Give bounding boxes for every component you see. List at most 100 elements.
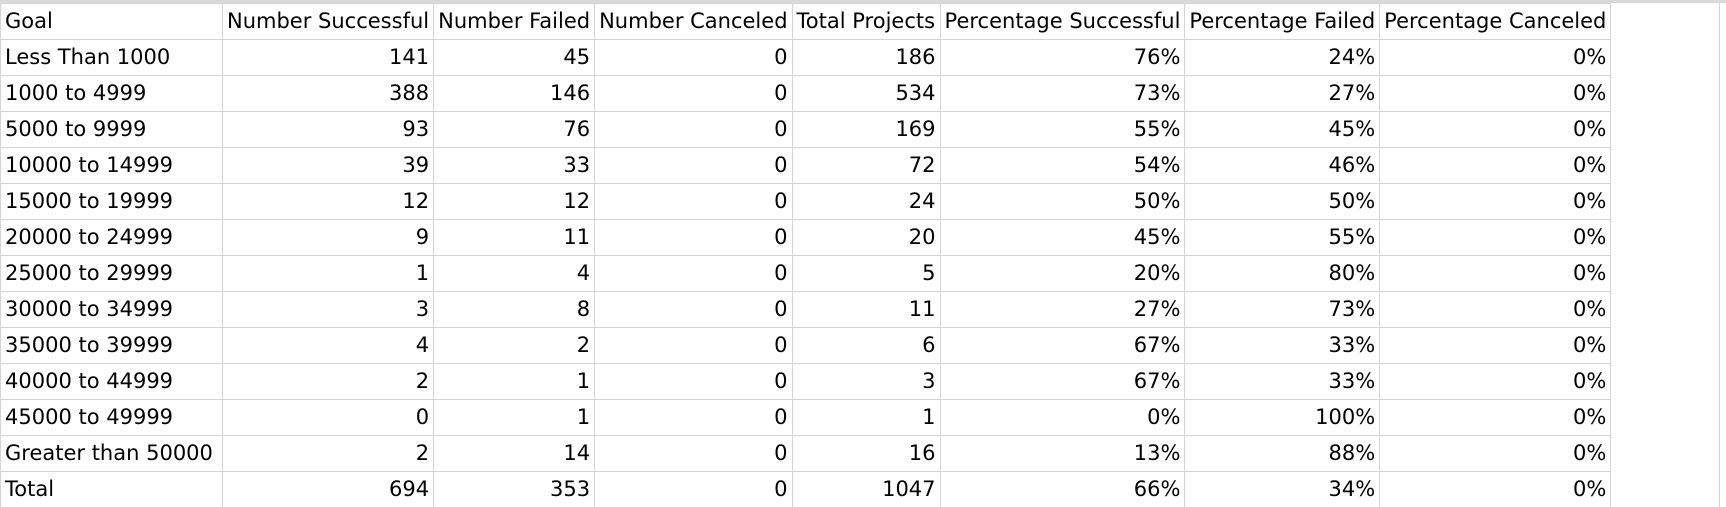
- cell-percentage-successful[interactable]: 0%: [939, 399, 1186, 436]
- cell-total-projects[interactable]: 6: [791, 327, 941, 364]
- cell-number-failed[interactable]: 14: [433, 435, 596, 472]
- cell-percentage-successful[interactable]: 27%: [939, 291, 1186, 328]
- cell-percentage-canceled[interactable]: 0%: [1379, 327, 1612, 364]
- header-number-canceled[interactable]: Number Canceled: [594, 3, 793, 40]
- cell-number-successful[interactable]: 1: [221, 255, 435, 292]
- cell-goal[interactable]: 30000 to 34999: [0, 291, 223, 328]
- cell-percentage-canceled[interactable]: 0%: [1379, 147, 1612, 184]
- header-percentage-canceled[interactable]: Percentage Canceled: [1379, 3, 1612, 40]
- cell-goal[interactable]: 10000 to 14999: [0, 147, 223, 184]
- cell-number-successful[interactable]: 93: [221, 111, 435, 148]
- cell-number-successful[interactable]: 141: [221, 39, 435, 76]
- cell-percentage-failed[interactable]: 55%: [1184, 219, 1381, 256]
- cell-number-successful[interactable]: 2: [221, 363, 435, 400]
- cell-total-projects[interactable]: 1047: [791, 471, 941, 507]
- cell-percentage-failed[interactable]: 50%: [1184, 183, 1381, 220]
- cell-number-successful[interactable]: 3: [221, 291, 435, 328]
- cell-number-successful[interactable]: 388: [221, 75, 435, 112]
- cell-percentage-successful[interactable]: 66%: [939, 471, 1186, 507]
- cell-percentage-successful[interactable]: 45%: [939, 219, 1186, 256]
- cell-total-projects[interactable]: 534: [791, 75, 941, 112]
- cell-goal[interactable]: 25000 to 29999: [0, 255, 223, 292]
- cell-number-canceled[interactable]: 0: [594, 39, 793, 76]
- cell-percentage-canceled[interactable]: 0%: [1379, 219, 1612, 256]
- cell-percentage-failed[interactable]: 34%: [1184, 471, 1381, 507]
- cell-percentage-failed[interactable]: 33%: [1184, 363, 1381, 400]
- cell-number-failed[interactable]: 4: [433, 255, 596, 292]
- cell-number-successful[interactable]: 694: [221, 471, 435, 507]
- cell-number-failed[interactable]: 8: [433, 291, 596, 328]
- cell-percentage-successful[interactable]: 67%: [939, 363, 1186, 400]
- cell-number-failed[interactable]: 11: [433, 219, 596, 256]
- cell-number-successful[interactable]: 0: [221, 399, 435, 436]
- cell-percentage-canceled[interactable]: 0%: [1379, 363, 1612, 400]
- cell-number-successful[interactable]: 12: [221, 183, 435, 220]
- cell-number-canceled[interactable]: 0: [594, 363, 793, 400]
- cell-percentage-canceled[interactable]: 0%: [1379, 255, 1612, 292]
- cell-percentage-failed[interactable]: 45%: [1184, 111, 1381, 148]
- header-number-failed[interactable]: Number Failed: [433, 3, 596, 40]
- cell-total-projects[interactable]: 72: [791, 147, 941, 184]
- cell-goal[interactable]: 20000 to 24999: [0, 219, 223, 256]
- cell-goal[interactable]: 35000 to 39999: [0, 327, 223, 364]
- cell-number-failed[interactable]: 76: [433, 111, 596, 148]
- cell-percentage-failed[interactable]: 73%: [1184, 291, 1381, 328]
- cell-number-canceled[interactable]: 0: [594, 147, 793, 184]
- cell-number-canceled[interactable]: 0: [594, 255, 793, 292]
- cell-percentage-failed[interactable]: 46%: [1184, 147, 1381, 184]
- cell-total-projects[interactable]: 24: [791, 183, 941, 220]
- cell-number-canceled[interactable]: 0: [594, 291, 793, 328]
- cell-percentage-canceled[interactable]: 0%: [1379, 435, 1612, 472]
- cell-number-failed[interactable]: 1: [433, 399, 596, 436]
- cell-percentage-canceled[interactable]: 0%: [1379, 291, 1612, 328]
- cell-number-successful[interactable]: 9: [221, 219, 435, 256]
- cell-percentage-canceled[interactable]: 0%: [1379, 183, 1612, 220]
- cell-number-failed[interactable]: 2: [433, 327, 596, 364]
- cell-goal[interactable]: Less Than 1000: [0, 39, 223, 76]
- cell-percentage-canceled[interactable]: 0%: [1379, 471, 1612, 507]
- cell-percentage-successful[interactable]: 13%: [939, 435, 1186, 472]
- cell-number-failed[interactable]: 33: [433, 147, 596, 184]
- cell-number-canceled[interactable]: 0: [594, 327, 793, 364]
- cell-number-successful[interactable]: 4: [221, 327, 435, 364]
- cell-percentage-successful[interactable]: 50%: [939, 183, 1186, 220]
- cell-goal[interactable]: Total: [0, 471, 223, 507]
- header-percentage-successful[interactable]: Percentage Successful: [939, 3, 1186, 40]
- cell-number-canceled[interactable]: 0: [594, 183, 793, 220]
- cell-percentage-successful[interactable]: 73%: [939, 75, 1186, 112]
- cell-number-failed[interactable]: 353: [433, 471, 596, 507]
- cell-total-projects[interactable]: 16: [791, 435, 941, 472]
- cell-percentage-failed[interactable]: 88%: [1184, 435, 1381, 472]
- cell-percentage-failed[interactable]: 100%: [1184, 399, 1381, 436]
- cell-number-successful[interactable]: 39: [221, 147, 435, 184]
- cell-percentage-canceled[interactable]: 0%: [1379, 111, 1612, 148]
- cell-number-canceled[interactable]: 0: [594, 219, 793, 256]
- cell-number-failed[interactable]: 45: [433, 39, 596, 76]
- cell-total-projects[interactable]: 5: [791, 255, 941, 292]
- cell-number-canceled[interactable]: 0: [594, 111, 793, 148]
- cell-number-successful[interactable]: 2: [221, 435, 435, 472]
- cell-percentage-failed[interactable]: 33%: [1184, 327, 1381, 364]
- cell-total-projects[interactable]: 3: [791, 363, 941, 400]
- cell-number-failed[interactable]: 146: [433, 75, 596, 112]
- cell-number-canceled[interactable]: 0: [594, 75, 793, 112]
- cell-total-projects[interactable]: 11: [791, 291, 941, 328]
- cell-percentage-canceled[interactable]: 0%: [1379, 399, 1612, 436]
- cell-number-canceled[interactable]: 0: [594, 471, 793, 507]
- cell-percentage-successful[interactable]: 20%: [939, 255, 1186, 292]
- cell-number-failed[interactable]: 12: [433, 183, 596, 220]
- cell-number-canceled[interactable]: 0: [594, 435, 793, 472]
- header-goal[interactable]: Goal: [0, 3, 223, 40]
- cell-percentage-canceled[interactable]: 0%: [1379, 39, 1612, 76]
- cell-total-projects[interactable]: 169: [791, 111, 941, 148]
- cell-percentage-successful[interactable]: 54%: [939, 147, 1186, 184]
- header-percentage-failed[interactable]: Percentage Failed: [1184, 3, 1381, 40]
- cell-goal[interactable]: 1000 to 4999: [0, 75, 223, 112]
- cell-percentage-failed[interactable]: 80%: [1184, 255, 1381, 292]
- cell-goal[interactable]: 45000 to 49999: [0, 399, 223, 436]
- cell-total-projects[interactable]: 1: [791, 399, 941, 436]
- cell-goal[interactable]: 40000 to 44999: [0, 363, 223, 400]
- cell-number-canceled[interactable]: 0: [594, 399, 793, 436]
- cell-percentage-failed[interactable]: 24%: [1184, 39, 1381, 76]
- cell-total-projects[interactable]: 20: [791, 219, 941, 256]
